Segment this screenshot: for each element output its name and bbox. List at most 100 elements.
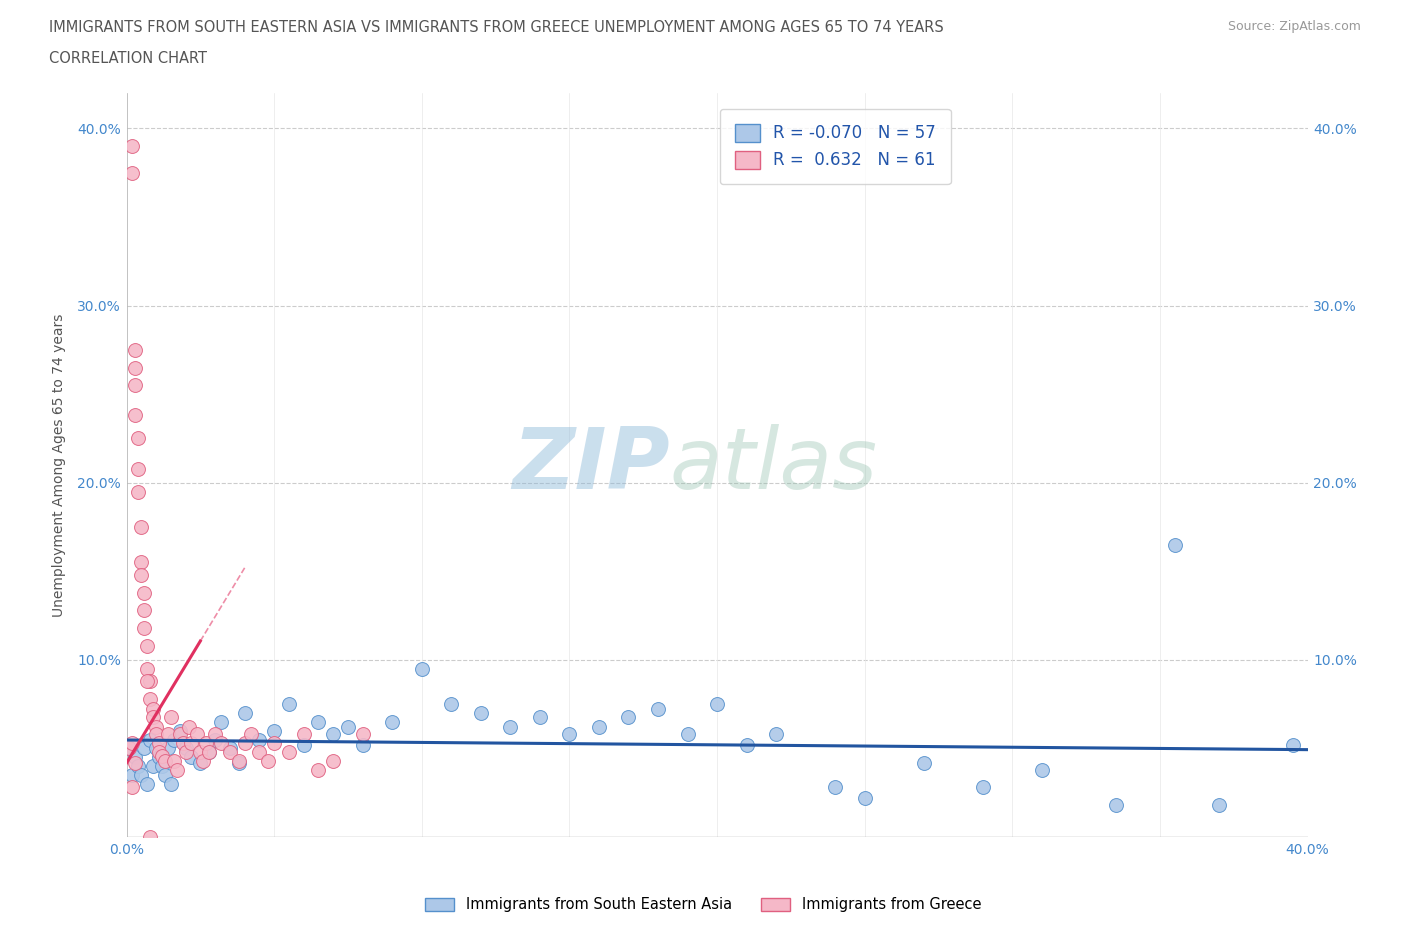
Text: ZIP: ZIP bbox=[512, 423, 669, 507]
Point bbox=[307, 714, 329, 729]
Point bbox=[163, 753, 186, 768]
Point bbox=[150, 759, 173, 774]
Point bbox=[529, 709, 551, 724]
Point bbox=[124, 342, 146, 357]
Point bbox=[142, 709, 165, 724]
Point bbox=[127, 759, 149, 774]
Point bbox=[337, 720, 360, 735]
Point bbox=[676, 727, 699, 742]
Point bbox=[193, 753, 215, 768]
Point bbox=[219, 745, 242, 760]
Point bbox=[322, 727, 344, 742]
Point bbox=[159, 777, 183, 791]
Point bbox=[209, 714, 232, 729]
Point bbox=[765, 727, 787, 742]
Point bbox=[136, 661, 159, 676]
Point bbox=[1208, 798, 1230, 813]
Point bbox=[127, 461, 149, 476]
Point bbox=[129, 520, 153, 535]
Point bbox=[174, 741, 197, 756]
Point bbox=[169, 727, 191, 742]
Point bbox=[129, 555, 153, 570]
Point bbox=[558, 727, 581, 742]
Point bbox=[470, 706, 492, 721]
Point bbox=[219, 741, 242, 756]
Point bbox=[139, 732, 162, 747]
Point bbox=[706, 697, 728, 711]
Point bbox=[381, 714, 404, 729]
Point bbox=[169, 724, 191, 738]
Point bbox=[198, 745, 221, 760]
Point bbox=[247, 745, 270, 760]
Legend: Immigrants from South Eastern Asia, Immigrants from Greece: Immigrants from South Eastern Asia, Immi… bbox=[419, 891, 987, 918]
Point bbox=[124, 360, 146, 375]
Point bbox=[588, 720, 610, 735]
Point bbox=[352, 727, 374, 742]
Point bbox=[278, 697, 301, 711]
Point bbox=[134, 741, 156, 756]
Point bbox=[136, 673, 159, 688]
Point bbox=[735, 737, 758, 752]
Point bbox=[136, 777, 159, 791]
Point bbox=[307, 763, 329, 777]
Point bbox=[124, 755, 146, 770]
Point bbox=[198, 745, 221, 760]
Point bbox=[278, 745, 301, 760]
Point bbox=[499, 720, 522, 735]
Point bbox=[292, 737, 315, 752]
Point bbox=[153, 753, 176, 768]
Point bbox=[124, 408, 146, 423]
Point bbox=[121, 166, 143, 180]
Text: CORRELATION CHART: CORRELATION CHART bbox=[49, 51, 207, 66]
Point bbox=[148, 745, 170, 760]
Point bbox=[148, 750, 170, 764]
Point bbox=[134, 620, 156, 635]
Point bbox=[153, 767, 176, 782]
Point bbox=[142, 759, 165, 774]
Point bbox=[166, 763, 188, 777]
Point bbox=[145, 720, 167, 735]
Point bbox=[172, 736, 194, 751]
Point bbox=[174, 745, 197, 760]
Point bbox=[186, 727, 208, 742]
Point bbox=[150, 748, 173, 763]
Point bbox=[121, 767, 143, 782]
Point bbox=[257, 753, 280, 768]
Point bbox=[180, 750, 202, 764]
Point bbox=[853, 790, 876, 805]
Point bbox=[322, 753, 344, 768]
Point bbox=[134, 585, 156, 600]
Point bbox=[129, 567, 153, 582]
Point bbox=[127, 485, 149, 499]
Legend: R = -0.070   N = 57, R =  0.632   N = 61: R = -0.070 N = 57, R = 0.632 N = 61 bbox=[720, 109, 950, 184]
Point bbox=[292, 727, 315, 742]
Point bbox=[148, 736, 170, 751]
Point bbox=[1164, 538, 1187, 552]
Y-axis label: Unemployment Among Ages 65 to 74 years: Unemployment Among Ages 65 to 74 years bbox=[52, 313, 66, 617]
Point bbox=[228, 753, 250, 768]
Point bbox=[156, 727, 179, 742]
Point bbox=[912, 755, 935, 770]
Point bbox=[136, 638, 159, 653]
Point bbox=[118, 741, 141, 756]
Point bbox=[440, 697, 463, 711]
Point bbox=[411, 661, 433, 676]
Point bbox=[188, 745, 211, 760]
Text: atlas: atlas bbox=[669, 423, 877, 507]
Point bbox=[118, 741, 141, 756]
Point bbox=[142, 702, 165, 717]
Point bbox=[352, 737, 374, 752]
Point bbox=[121, 736, 143, 751]
Point bbox=[188, 755, 211, 770]
Point bbox=[127, 431, 149, 445]
Point bbox=[156, 741, 179, 756]
Point bbox=[263, 736, 285, 751]
Point bbox=[1031, 763, 1053, 777]
Point bbox=[647, 702, 669, 717]
Point bbox=[233, 736, 256, 751]
Point bbox=[163, 732, 186, 747]
Point bbox=[124, 750, 146, 764]
Point bbox=[134, 603, 156, 618]
Point bbox=[139, 830, 162, 844]
Point bbox=[233, 706, 256, 721]
